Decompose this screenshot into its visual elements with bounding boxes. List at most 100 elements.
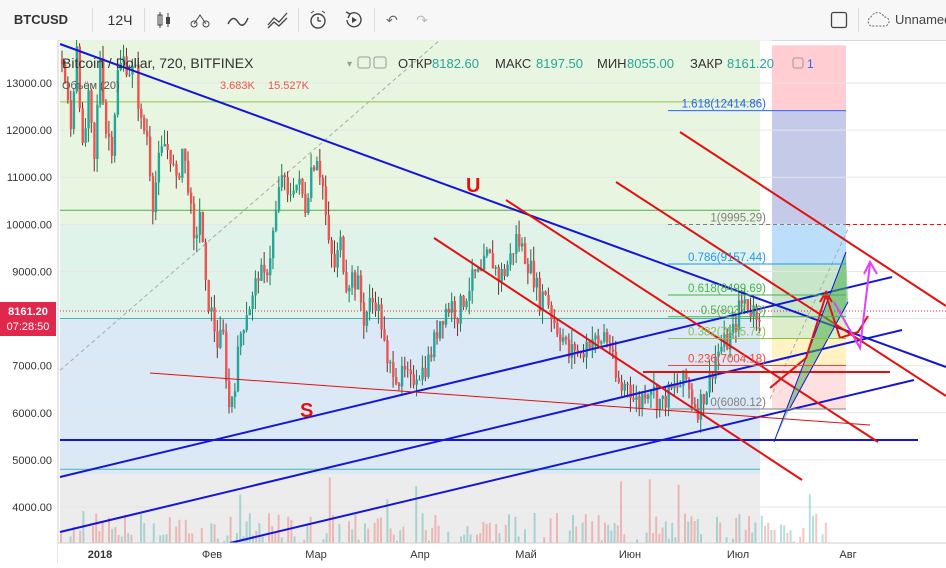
axis-bg (0, 40, 58, 563)
alert-icon[interactable] (304, 0, 332, 40)
price-axis[interactable]: 4000.005000.006000.007000.008000.009000.… (0, 40, 59, 563)
blue-channel-top (59, 276, 893, 478)
candle-body (564, 337, 568, 340)
candle-body (169, 149, 172, 164)
time-tick-label: Июн (619, 549, 641, 561)
volume-bar (620, 481, 622, 563)
volume-bar (738, 514, 741, 563)
candle-body (157, 152, 161, 183)
candle-body (644, 393, 647, 399)
candle-body (307, 197, 310, 214)
candle-body (172, 163, 175, 165)
volume-bar (760, 515, 763, 563)
candle-body (471, 269, 474, 291)
redo-icon[interactable]: ↷ (416, 12, 428, 28)
candle-body (491, 253, 495, 269)
candle-body (318, 160, 322, 178)
candle-body (421, 367, 424, 380)
candle-body (327, 215, 331, 241)
candle-body (166, 144, 169, 150)
price-tick-label: 4000.00 (12, 502, 52, 514)
candle-body (573, 344, 577, 351)
price-chart[interactable]: 1.618(12414.86) 1(9995.29) 0.786(9157.44) 0… (0, 37, 946, 563)
candle-body (315, 160, 319, 170)
candle-body (280, 175, 284, 188)
candle-body (257, 278, 260, 281)
current-price-badge: 8161.20 07:28:50 (0, 302, 56, 336)
candle-body (110, 136, 114, 156)
volume-bar (245, 521, 248, 563)
candle-body (204, 242, 207, 281)
candle-body (248, 309, 251, 316)
candle-body (336, 250, 339, 268)
red-channel-line (615, 181, 946, 397)
legend-low-label: МИН (597, 56, 627, 71)
volume-bar (597, 515, 600, 563)
candle-body (409, 369, 413, 375)
volume-bar (229, 516, 232, 563)
trend-lines[interactable] (59, 43, 946, 544)
price-tick-label: 6000.00 (12, 408, 52, 420)
candle-body (641, 393, 644, 409)
interval-selector[interactable]: 12Ч (107, 12, 133, 28)
volume-bar (287, 516, 290, 563)
candle-body (690, 389, 694, 404)
cloud-save-icon[interactable] (864, 0, 892, 40)
candle-body (324, 186, 328, 216)
volume-bar (808, 494, 811, 563)
volume-bar (354, 514, 357, 563)
red-channel-line (679, 131, 946, 307)
fullscreen-icon[interactable] (826, 0, 852, 40)
candle-body (535, 277, 539, 288)
candle-body (348, 287, 351, 292)
candle-body (418, 379, 421, 381)
candle-body (459, 295, 462, 324)
candle-body (758, 319, 761, 322)
candle-body (717, 351, 720, 357)
blue-channel-bottom (229, 379, 915, 544)
compare-icon[interactable] (186, 0, 214, 40)
candle-body (134, 64, 137, 66)
candle-body (567, 339, 571, 358)
replay-icon[interactable] (340, 0, 368, 40)
candle-body (623, 383, 626, 391)
chart-area[interactable]: 1.618(12414.86) 1(9995.29) 0.786(9157.44) 0… (0, 37, 946, 563)
toolbar-divider (858, 8, 859, 32)
candle-body (743, 299, 747, 304)
dashed-diagonal (769, 224, 851, 399)
volume-bar (812, 515, 814, 563)
undo-icon[interactable]: ↶ (386, 12, 398, 28)
candle-body (438, 321, 442, 339)
indicators-icon[interactable] (224, 0, 252, 40)
candle-body (682, 370, 685, 386)
candle-body (81, 108, 84, 143)
price-tick-label: 10000.00 (6, 219, 52, 231)
candle-body (509, 253, 512, 265)
layout-name[interactable]: Unnamed (895, 12, 946, 27)
volume-bar (664, 521, 667, 563)
volume-bar (268, 513, 270, 563)
legend-high-label: МАКС (495, 56, 531, 71)
candle-body (600, 341, 603, 344)
candle-body (93, 122, 96, 159)
time-axis[interactable]: 2018 Фев Мар Апр Май Июн Июл Авг (58, 542, 946, 563)
volume-bar (693, 521, 696, 563)
volume-bar (380, 517, 382, 563)
volume-bar (655, 516, 658, 563)
candle-body (198, 211, 202, 235)
candle-body (664, 396, 667, 408)
candle-body (178, 175, 181, 178)
toolbar-divider (298, 8, 299, 32)
fib-labels: 1.618(12414.86) 1(9995.29) 0.786(9157.44) 0… (668, 99, 946, 410)
candle-body (354, 272, 357, 290)
candles-icon[interactable] (150, 0, 178, 40)
candle-body (611, 349, 615, 352)
templates-icon[interactable] (264, 0, 292, 40)
candle-body (359, 275, 363, 303)
symbol-selector[interactable]: BTCUSD (13, 12, 69, 27)
candle-body (222, 329, 225, 332)
legend-close: 8161.20 (727, 56, 774, 71)
candle-body (371, 297, 374, 303)
candle-body (582, 353, 585, 358)
candle-body (148, 136, 152, 177)
